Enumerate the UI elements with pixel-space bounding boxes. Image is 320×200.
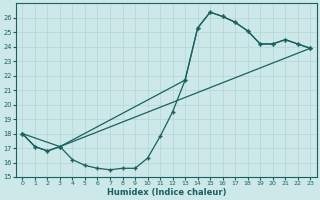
- X-axis label: Humidex (Indice chaleur): Humidex (Indice chaleur): [107, 188, 226, 197]
